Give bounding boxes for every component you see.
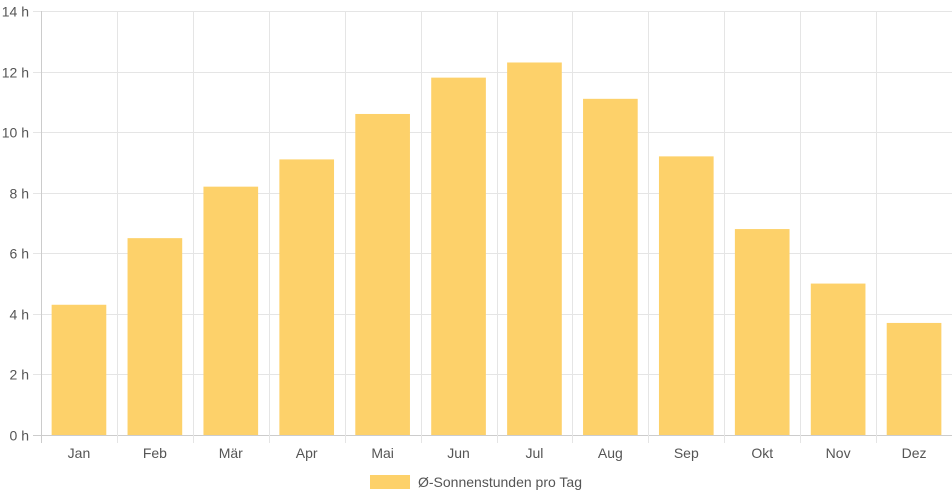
bar-sep[interactable]	[658, 156, 714, 435]
bar-jan[interactable]	[51, 304, 107, 435]
bars-layer	[51, 62, 942, 435]
y-tick-label: 10 h	[2, 125, 29, 141]
bar-jun[interactable]	[431, 77, 486, 435]
y-tick-label: 12 h	[2, 65, 29, 81]
x-tick-label: Nov	[826, 445, 851, 461]
bar-feb[interactable]	[127, 238, 183, 435]
y-tick-label: 0 h	[10, 428, 29, 444]
x-tick-label: Dez	[902, 445, 927, 461]
bar-mai[interactable]	[355, 113, 410, 435]
x-tick-label: Mär	[219, 445, 243, 461]
y-tick-label: 4 h	[10, 307, 29, 323]
x-tick-label: Jan	[68, 445, 91, 461]
bar-apr[interactable]	[279, 159, 335, 435]
legend-label: Ø-Sonnenstunden pro Tag	[418, 474, 582, 490]
legend[interactable]: Ø-Sonnenstunden pro Tag	[370, 474, 582, 490]
y-tick-label: 14 h	[2, 4, 29, 20]
x-tick-label: Okt	[751, 445, 773, 461]
x-tick-label: Apr	[296, 445, 318, 461]
bar-jul[interactable]	[507, 62, 562, 435]
y-tick-label: 8 h	[10, 186, 29, 202]
x-tick-label: Jun	[447, 445, 470, 461]
x-tick-label: Jul	[526, 445, 544, 461]
x-tick-label: Feb	[143, 445, 167, 461]
axis-layer: 0 h 2 h 4 h 6 h 8 h 10 h 12 h 14 h Jan Feb Mär Apr M…	[2, 4, 927, 462]
bar-aug[interactable]	[583, 98, 638, 435]
bar-mär[interactable]	[203, 186, 259, 435]
bar-nov[interactable]	[810, 283, 866, 435]
legend-swatch	[370, 475, 411, 489]
bar-okt[interactable]	[734, 229, 790, 435]
bar-dez[interactable]	[886, 322, 942, 435]
y-tick-label: 2 h	[10, 367, 29, 383]
x-tick-label: Aug	[598, 445, 623, 461]
y-tick-label: 6 h	[10, 246, 29, 262]
grid-layer	[33, 11, 952, 443]
x-tick-label: Sep	[674, 445, 699, 461]
x-tick-label: Mai	[371, 445, 394, 461]
